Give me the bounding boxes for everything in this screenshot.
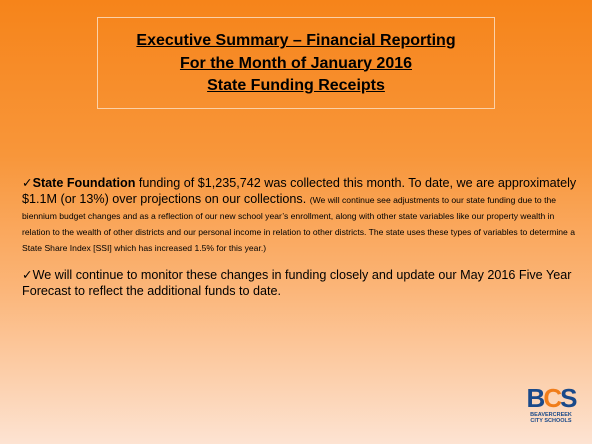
paragraph: ✓We will continue to monitor these chang… <box>22 267 578 299</box>
title-line: State Funding Receipts <box>207 77 385 94</box>
logo-letter: B <box>526 383 546 413</box>
logo-letter: C <box>543 383 562 413</box>
logo-letter: S <box>560 383 577 413</box>
logo-name: CITY SCHOOLS <box>530 418 572 424</box>
bullet: ✓ <box>22 268 33 282</box>
text: We will continue to monitor these change… <box>22 268 572 298</box>
title-line: Executive Summary – Financial Reporting <box>136 32 456 49</box>
title-box: Executive Summary – Financial Reporting … <box>97 17 495 109</box>
paragraph: ✓State Foundation funding of $1,235,742 … <box>22 175 578 255</box>
title-line: For the Month of January 2016 <box>179 54 413 72</box>
text: funding of $1,235,742 was collected this… <box>22 176 577 206</box>
note: (We will continue see adjustments to our… <box>22 195 576 253</box>
bold-text: State Foundation <box>32 176 136 190</box>
bullet: ✓ <box>22 176 33 190</box>
logo: BCS BEAVERCREEK CITY SCHOOLS <box>522 384 580 436</box>
logo-name: BEAVERCREEK <box>530 412 572 418</box>
